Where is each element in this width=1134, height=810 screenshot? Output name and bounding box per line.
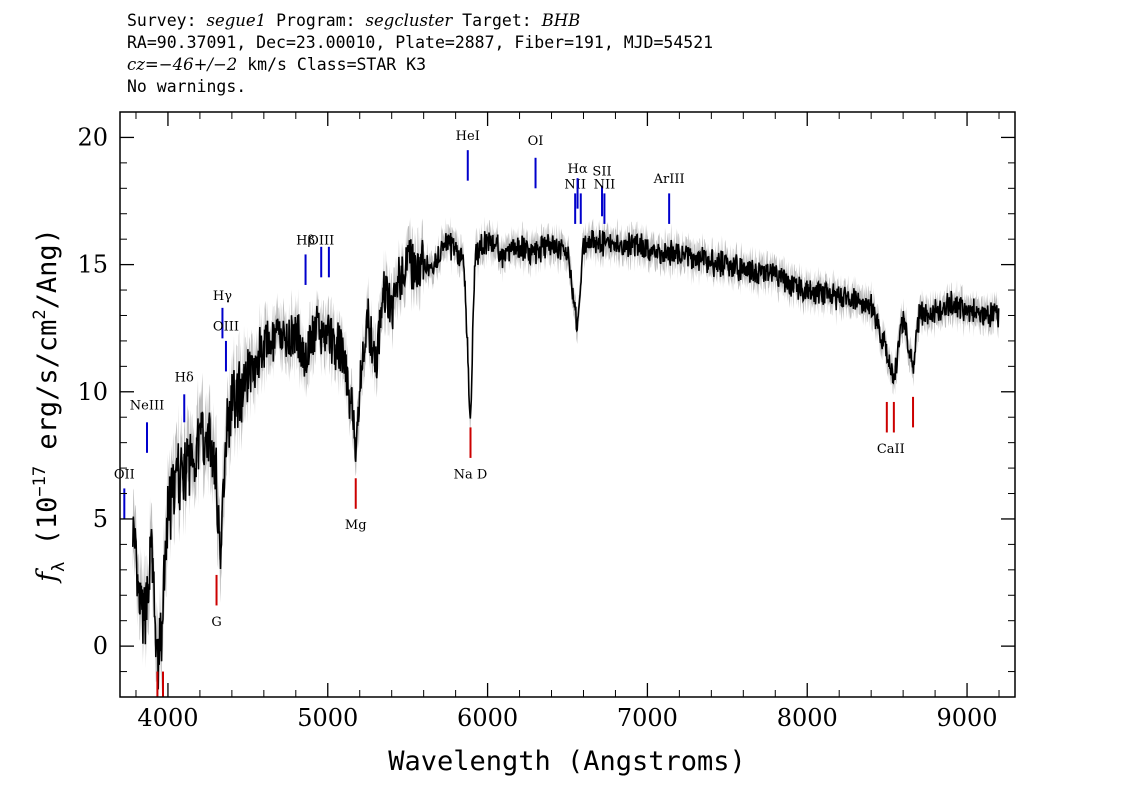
x-tick-label: 8000: [777, 704, 838, 732]
target-value: BHB: [541, 11, 581, 30]
y-axis-label: fλ (10−17 erg/s/cm2/Ang): [30, 228, 69, 584]
emission-line-label: Hα: [568, 162, 588, 177]
x-tick-label: 9000: [937, 704, 998, 732]
cz-label: cz=: [127, 55, 159, 74]
emission-line-label: OII: [114, 467, 135, 482]
cz-value: −46+/−2: [158, 55, 238, 74]
x-tick-label: 4000: [137, 704, 198, 732]
flux-error-band: [132, 216, 999, 697]
y-label-rest: (10: [32, 497, 63, 562]
emission-line-label: OIII: [308, 233, 334, 248]
x-tick-label: 5000: [297, 704, 358, 732]
y-tick-label: 5: [93, 505, 108, 533]
axis-ticks: 4000 5000 6000 7000 8000 9000 0 5 10 15 20: [77, 111, 1015, 732]
y-label-rest3: /Ang): [32, 228, 63, 309]
emission-line-label: NeIII: [130, 399, 164, 414]
program-value: segcluster: [365, 11, 453, 30]
y-label-exp: −17: [30, 466, 50, 497]
y-tick-label: 10: [77, 378, 108, 406]
y-label-sub: λ: [49, 562, 69, 572]
emission-line-label: HeI: [456, 129, 480, 144]
coordinates-line: RA=90.37091, Dec=23.00010, Plate=2887, F…: [127, 33, 714, 52]
emission-line-label: ArIII: [653, 172, 685, 187]
absorption-line-label: CaII: [877, 442, 905, 457]
x-tick-label: 6000: [457, 704, 518, 732]
plot-frame: [119, 111, 1016, 698]
emission-line-label: Hδ: [175, 371, 194, 386]
program-label: Program:: [276, 11, 356, 30]
emission-line-label: NII: [594, 177, 616, 192]
y-tick-label: 0: [93, 632, 108, 660]
target-label: Target:: [462, 11, 532, 30]
absorption-line-label: Na D: [454, 467, 488, 482]
emission-line-label: OI: [528, 134, 544, 149]
survey-value: segue1: [206, 11, 267, 30]
survey-label: Survey:: [127, 11, 197, 30]
emission-line-label: Hγ: [213, 289, 232, 304]
spectrum-header: Survey: segue1 Program: segcluster Targe…: [127, 10, 713, 98]
warnings-line: No warnings.: [127, 77, 247, 96]
absorption-line-label: Mg: [345, 518, 367, 533]
error-band-layer: [132, 216, 999, 697]
x-tick-label: 7000: [617, 704, 678, 732]
emission-line-label: OIII: [213, 320, 239, 335]
y-tick-label: 20: [77, 123, 108, 151]
flux-series-line: [132, 229, 1000, 690]
y-tick-label: 15: [77, 251, 108, 279]
x-axis-label: Wavelength (Angstroms): [388, 746, 746, 777]
cz-unit-class: km/s Class=STAR K3: [237, 55, 427, 74]
y-label-exp2: 2: [30, 309, 50, 319]
emission-line-label: NII: [564, 177, 586, 192]
absorption-line-label: G: [211, 615, 221, 630]
flux-layer: [132, 229, 1000, 690]
y-label-rest2: erg/s/cm: [32, 320, 63, 466]
emission-line-label: SII: [592, 165, 611, 180]
emission-line-label: Hβ: [296, 233, 315, 248]
